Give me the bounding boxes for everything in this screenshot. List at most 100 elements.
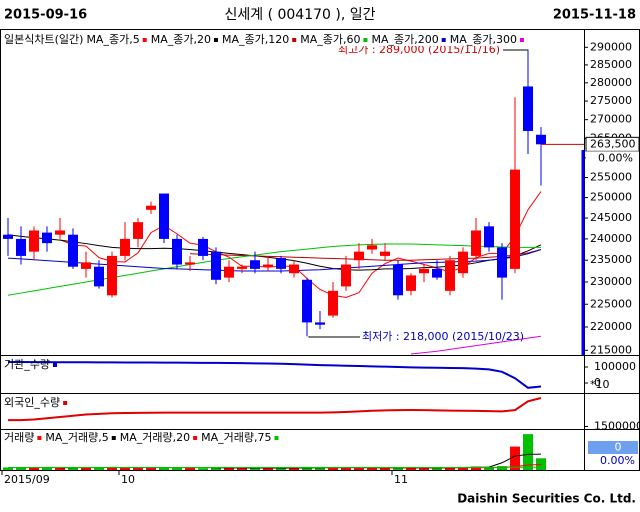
volume-bar bbox=[406, 467, 416, 470]
candle-body bbox=[3, 234, 13, 239]
volume-ma-line bbox=[59, 453, 542, 469]
y-tick-label: 250000 bbox=[590, 191, 632, 204]
last-price-label: 263,500 bbox=[590, 137, 636, 150]
candle-body bbox=[510, 169, 520, 269]
legend-item: 외국인_수량 bbox=[4, 396, 60, 409]
legend-title: 거래량 bbox=[4, 431, 34, 444]
volume-bar bbox=[172, 467, 182, 470]
current-label: 0 bbox=[615, 441, 622, 454]
volume-bar bbox=[16, 467, 26, 470]
volume-bar bbox=[471, 466, 481, 470]
legend-marker bbox=[274, 436, 279, 440]
legend-marker bbox=[441, 38, 446, 42]
volume-bar bbox=[393, 467, 403, 470]
y-tick-label: 0 bbox=[594, 376, 601, 389]
volume-bar bbox=[263, 467, 273, 470]
candle-body bbox=[367, 245, 377, 250]
candle-body bbox=[419, 268, 429, 274]
candle-body bbox=[250, 260, 260, 269]
candle-body bbox=[172, 238, 182, 265]
change-box bbox=[586, 151, 639, 166]
volume-bar bbox=[341, 467, 351, 470]
candle-body bbox=[224, 266, 234, 278]
candle-body bbox=[523, 86, 533, 131]
candle-body bbox=[497, 247, 507, 278]
volume-bar bbox=[328, 467, 338, 470]
volume-bar bbox=[276, 468, 286, 470]
candle-body bbox=[42, 232, 52, 244]
candle-body bbox=[276, 258, 286, 269]
candle-body bbox=[237, 266, 247, 269]
chart-title: 신세계 ( 004170 ), 일간 bbox=[224, 7, 375, 23]
volume-bar bbox=[419, 468, 429, 470]
candle-body bbox=[406, 275, 416, 291]
volume-bar bbox=[380, 467, 390, 470]
legend-marker bbox=[37, 436, 42, 440]
legend-marker bbox=[213, 38, 218, 42]
candle-body bbox=[471, 230, 481, 256]
legend-marker bbox=[363, 38, 368, 42]
volume-bar bbox=[432, 468, 442, 470]
candle-body bbox=[302, 279, 312, 323]
y-tick-label: 280000 bbox=[590, 76, 632, 89]
candle-body bbox=[445, 260, 455, 291]
x-tick-label: 11 bbox=[394, 473, 408, 486]
chart-frame bbox=[0, 29, 640, 471]
ma-line bbox=[410, 335, 542, 355]
volume-bar bbox=[510, 446, 520, 470]
volume-bar bbox=[224, 467, 234, 470]
legend-item: MA_종가,300 bbox=[450, 33, 517, 46]
volume-bar bbox=[55, 467, 65, 470]
low-annotation: 최저가 : 218,000 (2015/10/23) bbox=[362, 330, 524, 343]
candle-body bbox=[198, 238, 208, 256]
ma-line bbox=[59, 191, 542, 299]
y-tick-label: 225000 bbox=[590, 297, 632, 310]
legend-marker bbox=[142, 38, 147, 42]
candle-body bbox=[146, 205, 156, 210]
candle-body bbox=[29, 230, 39, 252]
volume-bar bbox=[185, 467, 195, 470]
volume-bar bbox=[42, 467, 52, 470]
volume-bar bbox=[250, 468, 260, 470]
unit-label: *10 bbox=[590, 378, 610, 391]
y-tick-label: 255000 bbox=[590, 171, 632, 184]
volume-bar bbox=[289, 468, 299, 470]
legend-marker bbox=[193, 436, 198, 440]
candle-body bbox=[94, 266, 104, 287]
volume-bar bbox=[159, 467, 169, 470]
candle-body bbox=[159, 193, 169, 239]
volume-bar bbox=[29, 467, 39, 470]
indicator-line bbox=[8, 361, 542, 389]
volume-bar bbox=[68, 467, 78, 470]
volume-bar bbox=[133, 467, 143, 470]
y-tick-label: 270000 bbox=[590, 113, 632, 126]
y-tick-label: 100000 bbox=[594, 360, 636, 373]
candle-body bbox=[16, 238, 26, 256]
candle-body bbox=[185, 262, 195, 265]
x-tick-label: 10 bbox=[121, 473, 135, 486]
candle-body bbox=[484, 226, 494, 248]
candle-body bbox=[263, 264, 273, 267]
x-tick-label: 2015/09 bbox=[4, 473, 50, 486]
legend-item: MA_종가,20 bbox=[151, 33, 211, 46]
y-tick-label: 215000 bbox=[590, 343, 632, 356]
volume-bar bbox=[198, 468, 208, 470]
legend-item: MA_종가,5 bbox=[86, 33, 139, 46]
y-tick-label: 230000 bbox=[590, 275, 632, 288]
volume-bar bbox=[237, 468, 247, 470]
legend-item: 기관_수량 bbox=[4, 358, 50, 371]
volume-bar bbox=[81, 467, 91, 470]
candle-body bbox=[211, 251, 221, 280]
volume-bar bbox=[458, 467, 468, 470]
legend-bg bbox=[2, 33, 580, 46]
legend-item: MA_종가,120 bbox=[222, 33, 289, 46]
volume-bar bbox=[211, 467, 221, 470]
volume-bar bbox=[536, 458, 546, 470]
candle-body bbox=[315, 322, 325, 325]
y-tick-label: 245000 bbox=[590, 211, 632, 224]
candle-body bbox=[107, 255, 117, 296]
indicator-line bbox=[8, 397, 542, 422]
end-date: 2015-11-18 bbox=[553, 8, 636, 23]
volume-bar bbox=[497, 466, 507, 470]
